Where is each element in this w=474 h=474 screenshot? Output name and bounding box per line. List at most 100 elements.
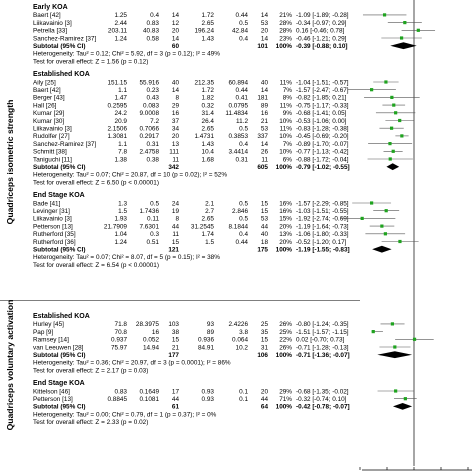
smd-ci: -1.57 [-2.47; -0.67] xyxy=(296,87,349,94)
effect-square xyxy=(400,134,404,138)
ctrl-sd: 11.4834 xyxy=(225,110,248,117)
overall-effect: Test for overall effect: Z = 1.56 (p = 0… xyxy=(33,58,148,65)
exp-sd: 28.3975 xyxy=(136,321,160,328)
study-name: Petterson [13] xyxy=(33,223,73,230)
summary-diamond xyxy=(392,403,413,410)
study-name: Rutherford [36] xyxy=(33,239,76,246)
smd-ci: -0.71 [-1.28; -0.13] xyxy=(296,344,349,351)
ctrl-mean: 31.2545 xyxy=(191,223,215,230)
exp-sd: 14.94 xyxy=(143,344,159,351)
exp-mean: 7.8 xyxy=(118,149,127,156)
subtotal-ctrl-total: 106 xyxy=(257,352,268,359)
exp-total: 38 xyxy=(172,329,180,336)
subtotal-ctrl-total: 101 xyxy=(257,43,268,50)
exp-mean: 151.15 xyxy=(107,79,127,86)
smd-ci: -0.52 [-1.20; 0.17] xyxy=(296,239,347,246)
weight: 20% xyxy=(279,239,292,246)
study-name: Bade [41] xyxy=(33,200,61,207)
effect-square xyxy=(384,80,388,84)
effect-square xyxy=(360,216,364,220)
effect-square xyxy=(382,13,387,17)
study-name: Aily [25] xyxy=(33,79,56,86)
subtotal-weight: 100% xyxy=(276,164,293,171)
exp-mean: 1.47 xyxy=(115,95,128,102)
exp-mean: 20.9 xyxy=(115,118,128,125)
exp-sd: 0.31 xyxy=(147,141,160,148)
effect-square xyxy=(394,389,398,393)
weight: 8% xyxy=(283,95,293,102)
study-name: Hurley [45] xyxy=(33,321,64,328)
ctrl-total: 40 xyxy=(261,79,269,86)
ctrl-total: 25 xyxy=(261,321,269,328)
smd-ci: -1.09 [-1.89; -0.28] xyxy=(296,12,349,19)
effect-square xyxy=(380,224,384,228)
exp-mean: 2.1506 xyxy=(107,126,127,133)
x-axis xyxy=(359,467,472,471)
exp-mean: 0.8845 xyxy=(107,396,127,403)
study-name: Hall [26] xyxy=(33,102,57,109)
exp-mean: 71.8 xyxy=(115,321,128,328)
subtotal-exp-total: 60 xyxy=(172,43,180,50)
subtotal-label: Subtotal (95% CI) xyxy=(33,164,86,171)
exp-total: 15 xyxy=(172,337,180,344)
exp-sd: 40.83 xyxy=(143,28,159,35)
effect-square xyxy=(384,209,388,213)
smd-ci: 0.16 [-0.46; 0.78] xyxy=(296,28,345,35)
effect-square xyxy=(371,330,375,334)
exp-mean: 21.7909 xyxy=(104,223,128,230)
subtotal-ctrl-total: 175 xyxy=(257,247,268,254)
exp-sd: 9.0008 xyxy=(139,110,159,117)
exp-mean: 203.11 xyxy=(108,28,128,35)
effect-square xyxy=(383,232,387,236)
smd-ci: -1.06 [-1.80; -0.33] xyxy=(296,231,349,238)
effect-square xyxy=(399,36,404,40)
weight: 16% xyxy=(279,200,292,207)
smd-ci: -0.68 [-1.35; -0.02] xyxy=(296,388,349,395)
study-name: Sanchez-Ramirez [37] xyxy=(33,141,96,148)
ctrl-sd: 0.064 xyxy=(232,337,248,344)
subtotal-exp-total: 342 xyxy=(168,164,179,171)
weight: 10% xyxy=(279,118,292,125)
weight: 20% xyxy=(279,223,292,230)
effect-square xyxy=(388,142,392,146)
summary-diamond xyxy=(377,351,413,359)
exp-total: 20 xyxy=(172,28,180,35)
subtotal-weight: 100% xyxy=(276,352,293,359)
smd-ci: -0.88 [-1.72; -0.04] xyxy=(296,156,349,163)
heterogeneity: Heterogeneity: Tau² = 0.00; Chi² = 0.79,… xyxy=(33,411,217,418)
smd-ci: -0.83 [-1.28; -0.38] xyxy=(296,126,349,133)
ctrl-mean: 89 xyxy=(207,329,215,336)
ctrl-sd: 0.4 xyxy=(239,141,248,148)
weight: 26% xyxy=(279,321,292,328)
study-name: Baert [42] xyxy=(33,12,61,19)
ctrl-mean: 0.93 xyxy=(202,388,215,395)
exp-total: 8 xyxy=(175,216,179,223)
weight: 28% xyxy=(279,28,292,35)
exp-sd: 0.58 xyxy=(147,35,160,42)
ctrl-sd: 0.41 xyxy=(236,95,249,102)
ctrl-total: 89 xyxy=(261,102,269,109)
subtotal-label: Subtotal (95% CI) xyxy=(33,247,86,254)
weight: 21% xyxy=(279,12,292,19)
subtotal-ctrl-total: 64 xyxy=(261,404,269,411)
exp-sd: 0.38 xyxy=(147,156,160,163)
exp-mean: 75.97 xyxy=(111,344,127,351)
weight: 13% xyxy=(279,231,292,238)
smd-ci: -0.34 [-0.97; 0.29] xyxy=(296,20,347,27)
smd-ci: -1.04 [-1.51; -0.57] xyxy=(296,79,349,86)
overall-effect: Test for overall effect: Z = 6.50 (p < 0… xyxy=(33,179,159,186)
weight: 15% xyxy=(279,216,292,223)
exp-total: 14 xyxy=(172,87,180,94)
exp-sd: 0.052 xyxy=(143,337,159,344)
exp-total: 29 xyxy=(172,102,180,109)
ctrl-total: 15 xyxy=(261,208,269,215)
ctrl-mean: 1.72 xyxy=(202,87,215,94)
exp-total: 19 xyxy=(172,208,180,215)
ctrl-sd: 0.5 xyxy=(239,200,248,207)
exp-total: 111 xyxy=(169,149,179,156)
effect-square xyxy=(391,149,395,153)
summary-diamond xyxy=(372,245,392,253)
weight: 23% xyxy=(279,35,292,42)
weight: 26% xyxy=(279,344,292,351)
exp-sd: 0.1649 xyxy=(139,388,159,395)
